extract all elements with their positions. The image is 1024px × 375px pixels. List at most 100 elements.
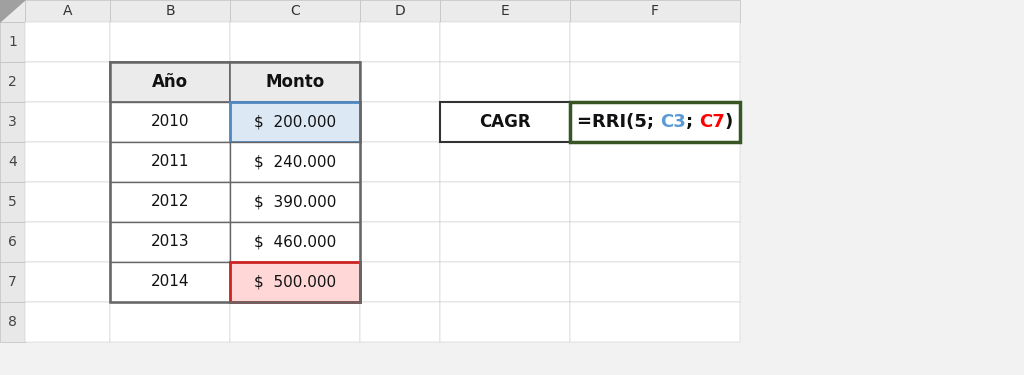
Bar <box>360 0 440 22</box>
Bar <box>110 62 230 102</box>
Polygon shape <box>0 0 25 22</box>
Bar <box>230 102 360 142</box>
Bar <box>25 22 110 62</box>
Bar <box>230 302 360 342</box>
Text: 1: 1 <box>8 35 17 49</box>
Text: $  500.000: $ 500.000 <box>255 274 337 290</box>
Text: =RRI(5;: =RRI(5; <box>577 113 660 131</box>
Text: 2014: 2014 <box>151 274 189 290</box>
Bar <box>110 22 230 62</box>
Text: D: D <box>394 4 406 18</box>
Text: 4: 4 <box>8 155 16 169</box>
Bar <box>25 0 110 22</box>
Bar <box>440 62 570 102</box>
Bar <box>110 222 230 262</box>
Bar <box>0 222 25 262</box>
Bar <box>230 262 360 302</box>
Bar <box>25 302 110 342</box>
Bar <box>0 142 25 182</box>
Text: ;: ; <box>686 113 699 131</box>
Bar <box>0 182 25 222</box>
Bar <box>110 142 230 182</box>
Bar <box>110 62 230 102</box>
Bar <box>110 182 230 222</box>
Bar <box>570 22 740 62</box>
Bar <box>25 102 110 142</box>
Bar <box>360 142 440 182</box>
Bar <box>230 222 360 262</box>
Bar <box>230 262 360 302</box>
Bar <box>0 62 25 102</box>
Bar <box>110 102 230 142</box>
Bar <box>230 0 360 22</box>
Bar <box>440 22 570 62</box>
Text: 2012: 2012 <box>151 195 189 210</box>
Text: C7: C7 <box>699 113 725 131</box>
Bar <box>230 22 360 62</box>
Text: C3: C3 <box>660 113 686 131</box>
Bar <box>230 62 360 102</box>
Bar <box>110 262 230 302</box>
Bar <box>570 142 740 182</box>
Bar <box>570 262 740 302</box>
Text: $  460.000: $ 460.000 <box>254 234 337 249</box>
Bar <box>110 302 230 342</box>
Bar <box>440 0 570 22</box>
Bar <box>25 222 110 262</box>
Bar <box>440 102 570 142</box>
Bar <box>570 102 740 142</box>
Bar <box>440 302 570 342</box>
Text: 2013: 2013 <box>151 234 189 249</box>
Bar <box>110 142 230 182</box>
Bar <box>230 182 360 222</box>
Bar <box>110 222 230 262</box>
Bar <box>110 262 230 302</box>
Bar <box>360 102 440 142</box>
Bar <box>230 142 360 182</box>
Text: Año: Año <box>152 73 188 91</box>
Text: 8: 8 <box>8 315 17 329</box>
Bar <box>360 302 440 342</box>
Bar <box>440 102 570 142</box>
Bar <box>110 102 230 142</box>
Bar <box>360 22 440 62</box>
Bar <box>360 222 440 262</box>
Bar <box>0 22 25 62</box>
Text: Monto: Monto <box>265 73 325 91</box>
Bar <box>360 182 440 222</box>
Bar <box>440 222 570 262</box>
Bar <box>0 102 25 142</box>
Text: B: B <box>165 4 175 18</box>
Bar <box>440 182 570 222</box>
Text: $  240.000: $ 240.000 <box>255 154 337 170</box>
Bar <box>25 62 110 102</box>
Text: 2: 2 <box>8 75 16 89</box>
Bar <box>570 62 740 102</box>
Bar <box>25 142 110 182</box>
Text: 7: 7 <box>8 275 16 289</box>
Bar <box>570 222 740 262</box>
Text: 6: 6 <box>8 235 17 249</box>
Bar <box>570 0 740 22</box>
Text: $  200.000: $ 200.000 <box>255 114 337 129</box>
Bar <box>110 182 230 222</box>
Bar <box>0 0 25 22</box>
Bar <box>110 62 360 302</box>
Text: 3: 3 <box>8 115 16 129</box>
Text: A: A <box>62 4 73 18</box>
Bar <box>230 182 360 222</box>
Bar <box>25 262 110 302</box>
Text: 2011: 2011 <box>151 154 189 170</box>
Bar <box>440 262 570 302</box>
Text: F: F <box>651 4 659 18</box>
Text: E: E <box>501 4 509 18</box>
Bar <box>360 262 440 302</box>
Bar <box>0 302 25 342</box>
Bar <box>0 262 25 302</box>
Bar <box>570 302 740 342</box>
Bar <box>570 182 740 222</box>
Bar <box>25 182 110 222</box>
Bar <box>360 62 440 102</box>
Text: 5: 5 <box>8 195 16 209</box>
Text: $  390.000: $ 390.000 <box>254 195 337 210</box>
